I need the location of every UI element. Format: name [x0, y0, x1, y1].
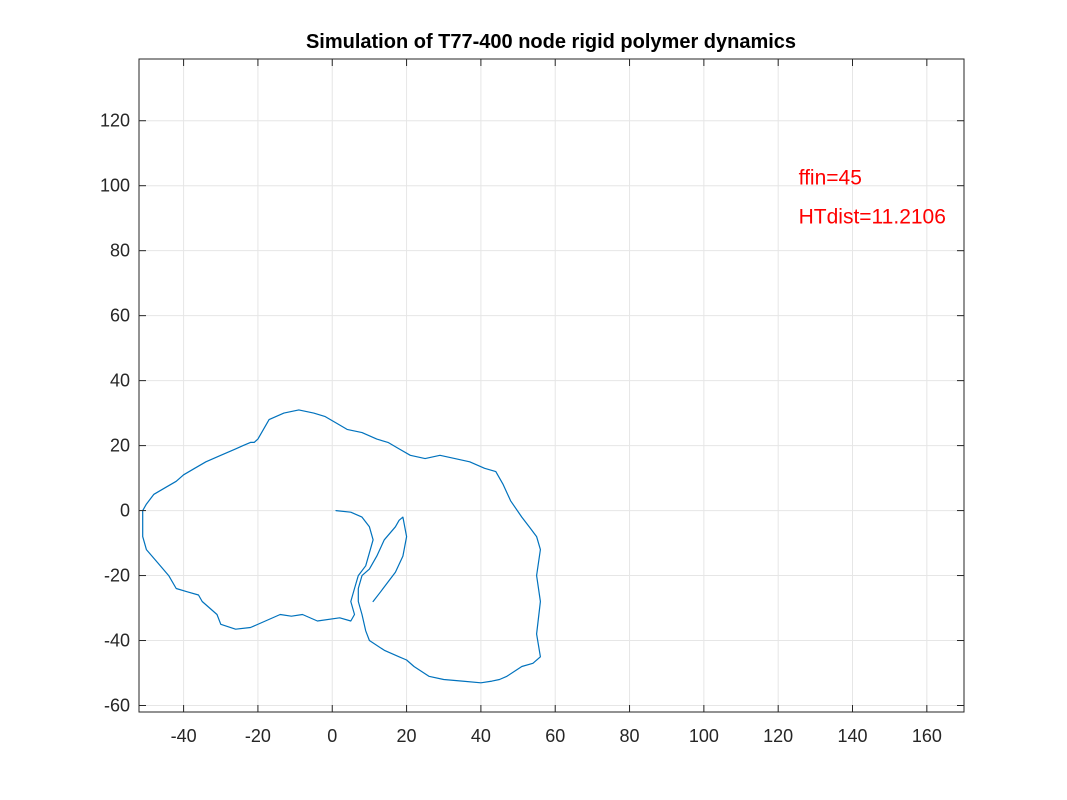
- y-tick-label: 60: [110, 306, 130, 326]
- ticks: -40 -20 0 20 40 60 80 100 120 140 160 -60 -40 -20 0 20 4…: [100, 59, 964, 746]
- x-tick-label: 60: [545, 726, 565, 746]
- y-tick-label: -40: [104, 631, 130, 651]
- plot-frame: [138, 58, 965, 713]
- x-tick-label: 40: [471, 726, 491, 746]
- x-tick-label: 120: [763, 726, 793, 746]
- series-line-0: [142, 409, 542, 684]
- y-tick-label: 100: [100, 176, 130, 196]
- annotation-text: ffin=45: [799, 167, 862, 190]
- y-tick-label: -60: [104, 696, 130, 716]
- y-tick-label: 20: [110, 436, 130, 456]
- x-tick-label: 140: [837, 726, 867, 746]
- x-tick-label: 80: [620, 726, 640, 746]
- x-tick-label: 0: [327, 726, 337, 746]
- x-tick-label: 100: [689, 726, 719, 746]
- y-tick-label: 120: [100, 111, 130, 131]
- x-tick-label: 160: [912, 726, 942, 746]
- x-tick-label: 20: [397, 726, 417, 746]
- grid: [139, 59, 964, 712]
- chart-title: Simulation of T77-400 node rigid polymer…: [306, 31, 796, 53]
- y-tick-label: 80: [110, 241, 130, 261]
- y-tick-label: -20: [104, 566, 130, 586]
- y-tick-label: 40: [110, 371, 130, 391]
- x-tick-label: -20: [245, 726, 271, 746]
- annotation-text: HTdist=11.2106: [799, 206, 946, 229]
- series-layer: [142, 409, 542, 684]
- annotations: ffin=45 HTdist=11.2106: [799, 167, 946, 229]
- y-tick-label: 0: [120, 501, 130, 521]
- x-tick-label: -40: [171, 726, 197, 746]
